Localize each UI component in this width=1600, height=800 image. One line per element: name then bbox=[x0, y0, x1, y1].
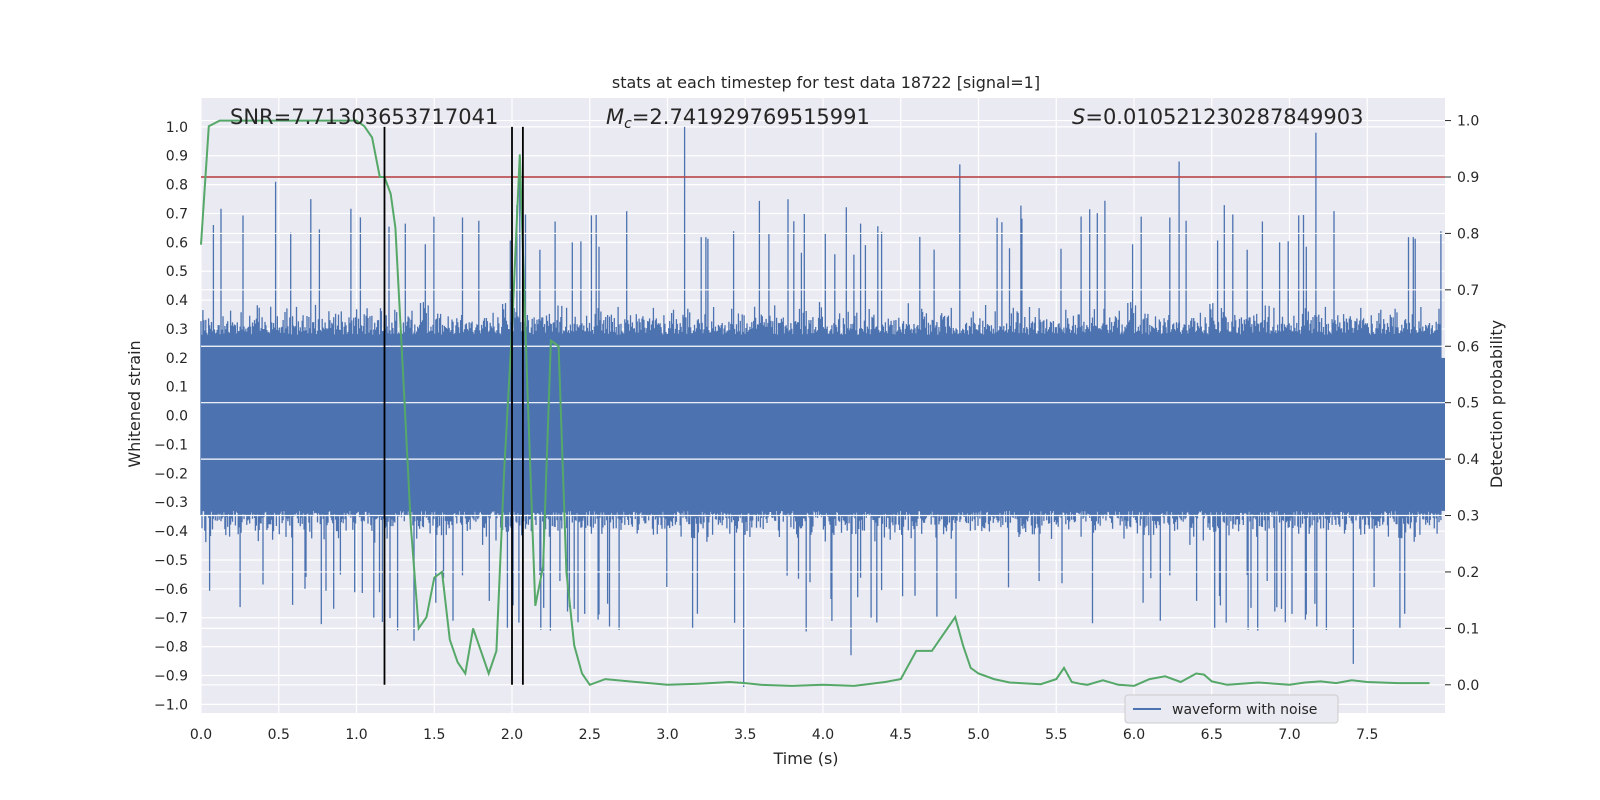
y-tick-label-right: 0.6 bbox=[1457, 339, 1479, 355]
waveform-core bbox=[201, 357, 1445, 511]
y-tick-label-right: 0.5 bbox=[1457, 396, 1479, 412]
x-tick-label: 6.0 bbox=[1123, 727, 1145, 743]
s-value: =0.010521230287849903 bbox=[1085, 105, 1363, 129]
y-tick-label-left: 0.3 bbox=[166, 322, 188, 338]
y-tick-label-right: 0.2 bbox=[1457, 565, 1479, 581]
y-tick-label-left: 0.4 bbox=[166, 293, 188, 309]
y-tick-label-left: −0.4 bbox=[154, 524, 188, 540]
y-tick-label-right: 0.9 bbox=[1457, 170, 1479, 186]
y-tick-label-left: 0.7 bbox=[166, 206, 188, 222]
x-tick-label: 4.0 bbox=[812, 727, 834, 743]
y-tick-label-left: −0.8 bbox=[154, 640, 188, 656]
legend-box bbox=[1124, 694, 1339, 724]
x-tick-label: 1.0 bbox=[345, 727, 367, 743]
vertical-markers-layer bbox=[383, 126, 524, 685]
y-tick-label-left: −0.1 bbox=[154, 437, 188, 453]
y-tick-label-right: 0.8 bbox=[1457, 226, 1479, 242]
chirp-mass-subscript: c bbox=[624, 116, 632, 132]
detection-probability-series bbox=[200, 119, 1430, 687]
y-tick-label-left: −0.3 bbox=[154, 495, 188, 511]
y-tick-label-left: 1.0 bbox=[166, 120, 188, 136]
y-tick-label-left: 0.8 bbox=[166, 178, 188, 194]
chirp-mass-symbol: M bbox=[606, 105, 624, 129]
y-tick-label-left: −0.6 bbox=[154, 582, 188, 598]
y-tick-label-left: 0.2 bbox=[166, 351, 188, 367]
s-symbol: S bbox=[1072, 105, 1085, 129]
y-tick-label-left: 0.0 bbox=[166, 409, 188, 425]
x-tick-label: 3.0 bbox=[656, 727, 678, 743]
x-tick-label: 6.5 bbox=[1201, 727, 1223, 743]
chirp-mass-value: =2.741929769515991 bbox=[632, 105, 870, 129]
y-tick-label-left: 0.6 bbox=[166, 235, 188, 251]
s-annotation: S=0.010521230287849903 bbox=[1072, 105, 1363, 129]
x-tick-label: 0.0 bbox=[190, 727, 212, 743]
x-tick-label: 4.5 bbox=[890, 727, 912, 743]
y-tick-label-right: 0.0 bbox=[1457, 678, 1479, 694]
x-tick-label: 7.5 bbox=[1356, 727, 1378, 743]
y-tick-label-left: −0.5 bbox=[154, 553, 188, 569]
x-tick-label: 7.0 bbox=[1278, 727, 1300, 743]
legend-label: waveform with noise bbox=[1172, 702, 1317, 718]
y-tick-label-left: −0.9 bbox=[154, 668, 188, 684]
tick-layer: 0.0 0.5 1.0 1.5 2.0 2.5 3.0 3.5 4.0 4.5 5.0 5.5 6.0 6… bbox=[154, 114, 1479, 743]
x-tick-label: 0.5 bbox=[268, 727, 290, 743]
x-tick-label: 5.5 bbox=[1045, 727, 1067, 743]
x-tick-label: 1.5 bbox=[423, 727, 445, 743]
y-tick-label-right: 0.7 bbox=[1457, 283, 1479, 299]
y-tick-label-left: −0.7 bbox=[154, 611, 188, 627]
y-axis-title-left: Whitened strain bbox=[125, 340, 144, 467]
x-tick-label: 2.0 bbox=[501, 727, 523, 743]
legend: waveform with noise bbox=[1124, 694, 1339, 724]
snr-annotation: SNR=7.71303653717041 bbox=[230, 105, 498, 129]
y-axis-title-right: Detection probability bbox=[1487, 320, 1506, 488]
y-tick-label-right: 0.1 bbox=[1457, 621, 1479, 637]
y-tick-label-right: 0.4 bbox=[1457, 452, 1479, 468]
probability-layer bbox=[200, 119, 1430, 687]
chart-title: stats at each timestep for test data 187… bbox=[612, 73, 1040, 92]
x-tick-label: 5.0 bbox=[967, 727, 989, 743]
y-tick-label-left: −0.2 bbox=[154, 466, 188, 482]
y-tick-label-left: 0.5 bbox=[166, 264, 188, 280]
y-tick-label-right: 1.0 bbox=[1457, 114, 1479, 130]
y-tick-label-right: 0.3 bbox=[1457, 509, 1479, 525]
y-tick-label-left: 0.1 bbox=[166, 380, 188, 396]
y-tick-label-left: −1.0 bbox=[154, 697, 188, 713]
chirp-mass-annotation: Mc=2.741929769515991 bbox=[606, 105, 870, 132]
x-axis-title: Time (s) bbox=[772, 749, 838, 768]
x-tick-label: 2.5 bbox=[579, 727, 601, 743]
x-tick-label: 3.5 bbox=[734, 727, 756, 743]
y-tick-label-left: 0.9 bbox=[166, 149, 188, 165]
